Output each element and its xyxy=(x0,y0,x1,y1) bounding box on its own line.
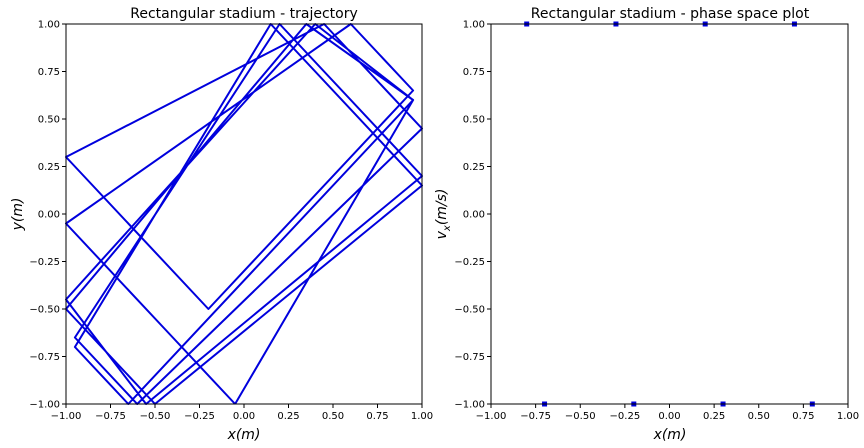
phase-space-x-tick-label: 0.75 xyxy=(792,411,814,422)
trajectory-x-ticks: −1.00 −0.75 −0.50 −0.25 0.00 0.25 0.50 0.75 1.00 xyxy=(51,404,433,422)
trajectory-y-tick-label: −0.50 xyxy=(29,305,60,316)
phase-space-y-tick-label: 1.00 xyxy=(463,20,485,31)
phase-space-y-tick-label: −0.50 xyxy=(454,305,485,316)
trajectory-y-tick-label: 0.00 xyxy=(38,210,60,221)
phase-space-x-tick-label: −0.50 xyxy=(565,411,596,422)
phase-space-x-tick-label: 0.25 xyxy=(703,411,725,422)
phase-space-y-tick-label: −0.75 xyxy=(454,352,485,363)
trajectory-y-tick-label: 0.50 xyxy=(38,115,60,126)
trajectory-y-tick-label: 1.00 xyxy=(38,20,60,31)
trajectory-x-tick-label: −0.75 xyxy=(95,411,126,422)
trajectory-x-tick-label: 1.00 xyxy=(411,411,433,422)
phase-space-x-tick-label: −0.25 xyxy=(610,411,641,422)
trajectory-x-tick-label: 0.00 xyxy=(233,411,255,422)
phase-space-x-tick-label: −1.00 xyxy=(476,411,507,422)
phase-space-x-axis-label: x(m) xyxy=(653,427,687,443)
phase-space-plot-frame xyxy=(490,23,849,405)
trajectory-plot-frame xyxy=(65,23,423,405)
trajectory-x-tick-label: −0.50 xyxy=(140,411,171,422)
trajectory-x-tick-label: 0.25 xyxy=(277,411,299,422)
phase-space-x-tick-label: 0.00 xyxy=(658,411,680,422)
trajectory-y-ticks: −1.00 −0.75 −0.50 −0.25 0.00 0.25 0.50 0.75 1.00 xyxy=(29,20,66,411)
trajectory-x-tick-label: 0.50 xyxy=(322,411,344,422)
phase-space-x-ticks: −1.00 −0.75 −0.50 −0.25 0.00 0.25 0.50 0.75 1.00 xyxy=(476,404,859,422)
trajectory-panel: Rectangular stadium - trajectory x(m) y(… xyxy=(10,6,433,443)
trajectory-y-tick-label: −1.00 xyxy=(29,400,60,411)
phase-space-plot-area xyxy=(491,24,848,404)
trajectory-x-tick-label: −1.00 xyxy=(51,411,82,422)
trajectory-x-axis-label: x(m) xyxy=(227,427,261,443)
trajectory-series-line xyxy=(65,23,423,405)
trajectory-series xyxy=(65,23,423,405)
trajectory-y-tick-label: 0.25 xyxy=(38,162,60,173)
phase-space-y-axis-label: vx(m/s) xyxy=(434,189,453,240)
trajectory-plot-area xyxy=(66,24,422,404)
phase-space-y-axis-label-unit: (m/s) xyxy=(434,189,450,226)
phase-space-y-axis-label-subscript: x xyxy=(442,225,453,232)
phase-space-x-tick-label: −0.75 xyxy=(520,411,551,422)
phase-space-y-tick-label: 0.25 xyxy=(463,162,485,173)
trajectory-y-axis-label: y(m) xyxy=(10,198,26,232)
phase-space-y-tick-label: 0.75 xyxy=(463,67,485,78)
trajectory-x-tick-label: −0.25 xyxy=(184,411,215,422)
phase-space-x-tick-label: 0.50 xyxy=(748,411,770,422)
phase-space-y-tick-label: −1.00 xyxy=(454,400,485,411)
phase-space-y-ticks: −1.00 −0.75 −0.50 −0.25 0.00 0.25 0.50 0.75 1.00 xyxy=(454,20,491,411)
trajectory-y-tick-label: −0.25 xyxy=(29,257,60,268)
trajectory-x-tick-label: 0.75 xyxy=(366,411,388,422)
trajectory-y-tick-label: 0.75 xyxy=(38,67,60,78)
phase-space-panel: Rectangular stadium - phase space plot x… xyxy=(434,6,859,443)
trajectory-y-tick-label: −0.75 xyxy=(29,352,60,363)
phase-space-x-tick-label: 1.00 xyxy=(837,411,859,422)
trajectory-title: Rectangular stadium - trajectory xyxy=(130,6,358,22)
phase-space-y-tick-label: 0.50 xyxy=(463,115,485,126)
phase-space-title: Rectangular stadium - phase space plot xyxy=(531,6,810,22)
phase-space-y-tick-label: −0.25 xyxy=(454,257,485,268)
phase-space-y-tick-label: 0.00 xyxy=(463,210,485,221)
